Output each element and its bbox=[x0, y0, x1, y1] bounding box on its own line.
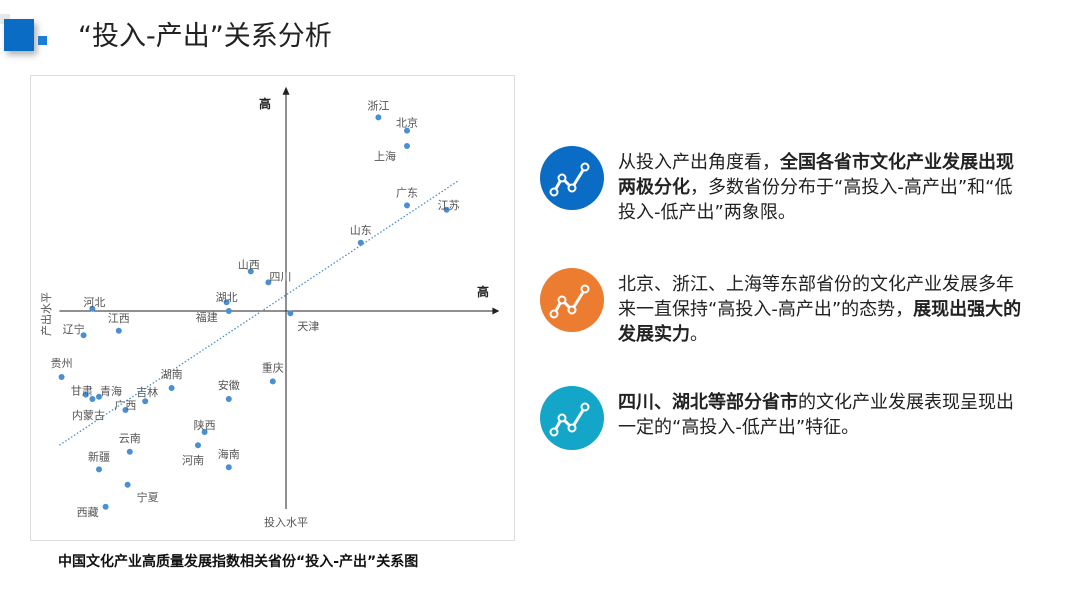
point-label: 内蒙古 bbox=[72, 408, 105, 422]
data-point bbox=[225, 308, 232, 314]
data-point bbox=[201, 429, 208, 435]
data-point bbox=[223, 299, 230, 306]
point-label: 西藏 bbox=[77, 506, 99, 519]
data-point bbox=[357, 239, 364, 246]
point-label: 河南 bbox=[182, 454, 204, 467]
point-label: 辽宁 bbox=[63, 322, 85, 336]
data-point bbox=[80, 332, 87, 339]
insight-text-part: 四川、湖北等部分省市 bbox=[618, 392, 798, 413]
data-point bbox=[269, 378, 276, 385]
point-label: 安徽 bbox=[218, 378, 240, 392]
insight-text-part: ，多数省份分布于“高投入-高产出”和“低投入-低产出”两象限。 bbox=[618, 177, 1013, 223]
x-high-label: 高 bbox=[477, 284, 489, 299]
logo-icon bbox=[0, 14, 50, 54]
data-point bbox=[124, 481, 131, 488]
data-point bbox=[225, 396, 232, 402]
y-axis-arrow bbox=[282, 86, 290, 95]
point-label: 浙江 bbox=[367, 99, 389, 112]
point-label: 青海 bbox=[100, 384, 122, 398]
trend-line bbox=[59, 180, 458, 446]
data-point bbox=[89, 305, 96, 312]
trend-line-icon bbox=[540, 146, 604, 210]
data-point bbox=[96, 393, 102, 400]
point-label: 四川 bbox=[269, 270, 291, 283]
y-high-label: 高 bbox=[259, 96, 271, 111]
data-point bbox=[89, 396, 96, 402]
point-label: 广东 bbox=[396, 186, 418, 199]
data-point bbox=[443, 206, 450, 213]
data-point bbox=[247, 268, 254, 275]
insight-text: 从投入产出角度看，全国各省市文化产业发展出现两极分化，多数省份分布于“高投入-高… bbox=[618, 150, 1023, 225]
point-label: 天津 bbox=[297, 320, 319, 333]
point-label: 江西 bbox=[108, 312, 130, 325]
data-point bbox=[225, 464, 232, 471]
data-point bbox=[142, 398, 149, 405]
data-point bbox=[115, 327, 122, 334]
trend-line-icon bbox=[540, 386, 604, 450]
point-label: 北京 bbox=[396, 116, 418, 130]
insight-text: 北京、浙江、上海等东部省份的文化产业发展多年来一直保持“高投入-高产出”的态势，… bbox=[618, 272, 1023, 347]
insight-text-part: 的文化产业发展表现呈现出一定的“高投入-低产出”特征。 bbox=[618, 392, 1014, 438]
data-point bbox=[126, 448, 133, 455]
insight-text: 四川、湖北等部分省市的文化产业发展表现呈现出一定的“高投入-低产出”特征。 bbox=[618, 390, 1023, 440]
point-label: 湖北 bbox=[216, 291, 238, 304]
point-label: 宁夏 bbox=[137, 490, 159, 504]
point-label: 广西 bbox=[114, 399, 136, 412]
point-label: 吉林 bbox=[136, 385, 158, 399]
point-label: 河北 bbox=[83, 296, 105, 309]
data-point bbox=[265, 279, 272, 286]
data-point bbox=[122, 407, 129, 413]
insight-text-part: 展现出强大的发展实力 bbox=[618, 299, 1022, 345]
data-point bbox=[82, 391, 89, 398]
data-point bbox=[58, 374, 65, 380]
point-label: 甘肃 bbox=[71, 385, 93, 398]
point-label: 新疆 bbox=[88, 449, 110, 463]
point-label: 上海 bbox=[374, 149, 396, 163]
point-label: 贵州 bbox=[51, 357, 73, 370]
point-label: 重庆 bbox=[262, 360, 284, 374]
insight-text-part: 北京、浙江、上海等东部省份的文化产业发展多年来一直保持“高投入-高产出”的态势， bbox=[618, 274, 1014, 320]
data-point bbox=[96, 466, 102, 473]
data-point bbox=[102, 503, 109, 510]
data-point bbox=[168, 385, 175, 391]
x-axis-arrow bbox=[492, 307, 500, 315]
point-label: 山西 bbox=[238, 258, 260, 271]
point-label: 陕西 bbox=[194, 418, 216, 432]
x-axis-label: 投入水平 bbox=[264, 515, 308, 529]
page-title: “投入-产出”关系分析 bbox=[78, 21, 332, 52]
point-label: 山东 bbox=[350, 224, 372, 237]
data-point bbox=[404, 143, 410, 149]
point-label: 福建 bbox=[196, 310, 218, 324]
insight-text-part: 从投入产出角度看， bbox=[618, 152, 780, 173]
point-label: 江苏 bbox=[438, 199, 460, 212]
data-point bbox=[287, 310, 294, 317]
point-label: 湖南 bbox=[161, 368, 183, 381]
point-label: 海南 bbox=[218, 447, 240, 461]
insight-text-part: 。 bbox=[690, 324, 708, 345]
data-point bbox=[195, 442, 201, 449]
trend-line-icon bbox=[540, 268, 604, 332]
data-point bbox=[375, 114, 382, 121]
chart-caption: 中国文化产业高质量发展指数相关省份“投入-产出”关系图 bbox=[58, 554, 419, 570]
point-label: 云南 bbox=[119, 432, 141, 445]
insight-text-part: 全国各省市文化产业发展出现两极分化 bbox=[618, 152, 1014, 198]
scatter-chart bbox=[30, 75, 515, 541]
data-point bbox=[404, 127, 410, 134]
y-axis-label: 产出水平 bbox=[39, 292, 53, 336]
data-point bbox=[404, 202, 410, 209]
